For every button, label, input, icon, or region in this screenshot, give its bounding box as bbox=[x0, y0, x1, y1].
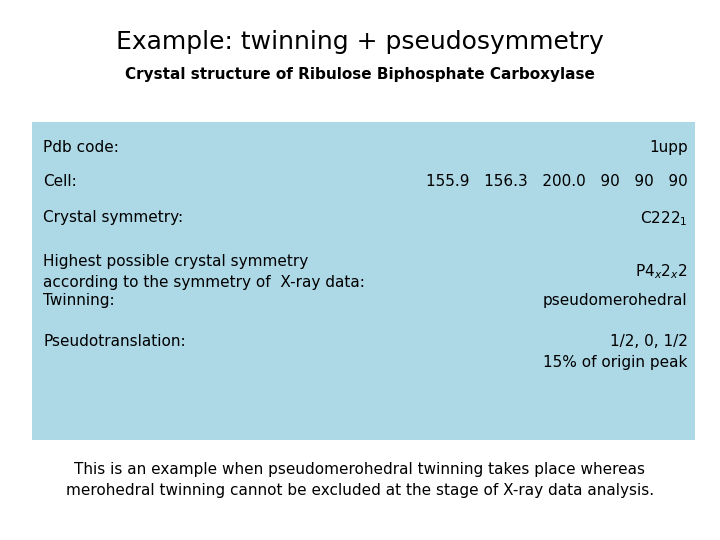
Text: 1upp: 1upp bbox=[649, 140, 688, 156]
Text: P4$_x$2$_x$2: P4$_x$2$_x$2 bbox=[635, 262, 688, 281]
Text: Crystal symmetry:: Crystal symmetry: bbox=[43, 210, 184, 225]
Text: 1/2, 0, 1/2
15% of origin peak: 1/2, 0, 1/2 15% of origin peak bbox=[543, 334, 688, 370]
Text: Cell:: Cell: bbox=[43, 174, 77, 189]
Text: Example: twinning + pseudosymmetry: Example: twinning + pseudosymmetry bbox=[116, 30, 604, 53]
Text: 155.9   156.3   200.0   90   90   90: 155.9 156.3 200.0 90 90 90 bbox=[426, 174, 688, 189]
Text: pseudomerohedral: pseudomerohedral bbox=[543, 293, 688, 308]
Text: C222$_1$: C222$_1$ bbox=[640, 210, 688, 228]
Text: Crystal structure of Ribulose Biphosphate Carboxylase: Crystal structure of Ribulose Biphosphat… bbox=[125, 68, 595, 83]
Text: Pseudotranslation:: Pseudotranslation: bbox=[43, 334, 186, 349]
Text: Pdb code:: Pdb code: bbox=[43, 140, 119, 156]
Text: Twinning:: Twinning: bbox=[43, 293, 114, 308]
Text: This is an example when pseudomerohedral twinning takes place whereas
merohedral: This is an example when pseudomerohedral… bbox=[66, 462, 654, 498]
Bar bbox=[32, 122, 695, 440]
Text: Highest possible crystal symmetry
according to the symmetry of  X-ray data:: Highest possible crystal symmetry accord… bbox=[43, 254, 365, 290]
